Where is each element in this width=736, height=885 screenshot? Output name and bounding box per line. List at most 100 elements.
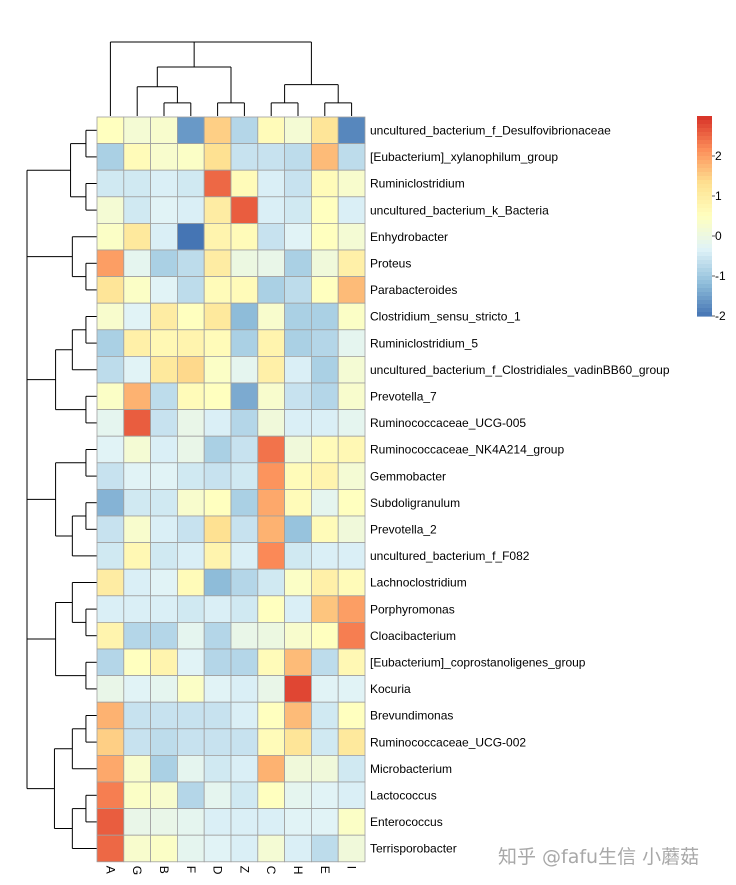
heatmap-cell-Ruminococcaceae_UCG-005-F — [176, 409, 205, 437]
heatmap-cell-Ruminococcaceae_UCG-005-D — [203, 409, 232, 437]
heatmap-cell-Prevotella_7-B — [150, 382, 178, 411]
heatmap-cell-Microbacterium-G — [123, 755, 152, 783]
heatmap-cell-Lactococcus-C — [257, 781, 285, 810]
heatmap-cell-Prevotella_2-E — [310, 515, 339, 544]
heatmap-cell-Subdoligranulum-A — [96, 488, 125, 517]
heatmap-cell-Clostridium_sensu_stricto_1-I — [337, 302, 366, 331]
legend-gradient-segment — [697, 140, 712, 145]
heatmap-cell-Parabacteroides-F — [176, 276, 205, 304]
watermark-text: 知乎 @fafu生信 小蘑菇 — [498, 846, 700, 868]
legend-gradient-segment — [697, 160, 712, 165]
heatmap-cell-Clostridium_sensu_stricto_1-E — [310, 302, 339, 331]
legend-gradient-segment — [697, 220, 712, 225]
row-label: Enhydrobacter — [370, 230, 448, 244]
legend-gradient-segment — [697, 168, 712, 173]
heatmap-cell-Ruminococcaceae_UCG-005-B — [150, 409, 178, 437]
heatmap-cells — [96, 116, 366, 863]
column-label: H — [291, 866, 305, 875]
row-label: Parabacteroides — [370, 283, 457, 297]
heatmap-cell-Prevotella_7-F — [176, 382, 205, 411]
heatmap-cell-Parabacteroides-E — [310, 276, 339, 304]
heatmap-cell-Enhydrobacter-D — [203, 222, 232, 251]
heatmap-cell-Lachnoclostridium-E — [310, 568, 339, 597]
legend-gradient-segment — [697, 208, 712, 213]
legend-gradient-segment — [697, 124, 712, 129]
heatmap-cell-uncultured_bacterium_f_F082-E — [310, 542, 339, 570]
heatmap-cell-Ruminococcaceae_NK4A214_group-E — [310, 435, 339, 464]
heatmap-cell-Gemmobacter-D — [203, 462, 232, 490]
heatmap-cell-[Eubacterium]_coprostanoligenes_group-D — [203, 648, 232, 677]
heatmap-cell-Cloacibacterium-A — [96, 622, 125, 650]
heatmap-cell-Ruminococcaceae_UCG-002-Z — [230, 728, 259, 756]
heatmap-cell-uncultured_bacterium_f_Clostridiales_vadinBB60_group-I — [337, 355, 366, 384]
heatmap-cell-Enterococcus-A — [96, 808, 125, 836]
heatmap-cell-Terrisporobacter-D — [203, 834, 232, 863]
heatmap-cell-Ruminococcaceae_NK4A214_group-D — [203, 435, 232, 464]
heatmap-cell-Terrisporobacter-H — [284, 834, 312, 863]
legend-gradient-segment — [697, 148, 712, 153]
heatmap-cell-uncultured_bacterium_f_Desulfovibrionaceae-H — [284, 116, 312, 145]
row-label: Prevotella_7 — [370, 390, 437, 404]
heatmap-cell-Enterococcus-B — [150, 808, 178, 836]
heatmap-cell-uncultured_bacterium_f_F082-C — [257, 542, 285, 570]
heatmap-cell-Microbacterium-I — [337, 755, 366, 783]
heatmap-cell-Clostridium_sensu_stricto_1-B — [150, 302, 178, 331]
heatmap-cell-Ruminiclostridium-H — [284, 169, 312, 198]
heatmap-cell-Clostridium_sensu_stricto_1-F — [176, 302, 205, 331]
heatmap-cell-Parabacteroides-Z — [230, 276, 259, 304]
legend-gradient-segment — [697, 200, 712, 205]
heatmap-cell-Microbacterium-F — [176, 755, 205, 783]
heatmap-cell-uncultured_bacterium_k_Bacteria-C — [257, 196, 285, 224]
legend-gradient-segment — [697, 152, 712, 157]
heatmap-cell-Terrisporobacter-A — [96, 834, 125, 863]
heatmap-cell-uncultured_bacterium_f_Clostridiales_vadinBB60_group-Z — [230, 355, 259, 384]
legend-gradient-segment — [697, 184, 712, 189]
heatmap-cell-uncultured_bacterium_k_Bacteria-G — [123, 196, 152, 224]
heatmap-cell-Lactococcus-F — [176, 781, 205, 810]
row-label: uncultured_bacterium_f_Clostridiales_vad… — [370, 363, 670, 377]
heatmap-cell-Prevotella_2-F — [176, 515, 205, 544]
heatmap-cell-uncultured_bacterium_k_Bacteria-E — [310, 196, 339, 224]
heatmap-cell-Porphyromonas-I — [337, 595, 366, 623]
legend-gradient-segment — [697, 252, 712, 257]
heatmap-cell-[Eubacterium]_coprostanoligenes_group-E — [310, 648, 339, 677]
legend-gradient-segment — [697, 132, 712, 137]
heatmap-cell-Ruminiclostridium-C — [257, 169, 285, 198]
heatmap-cell-[Eubacterium]_coprostanoligenes_group-A — [96, 648, 125, 677]
heatmap-cell-Lachnoclostridium-F — [176, 568, 205, 597]
heatmap-cell-Ruminiclostridium_5-G — [123, 329, 152, 357]
heatmap-cell-Clostridium_sensu_stricto_1-H — [284, 302, 312, 331]
heatmap-cell-uncultured_bacterium_f_Clostridiales_vadinBB60_group-F — [176, 355, 205, 384]
heatmap-cell-Brevundimonas-E — [310, 701, 339, 730]
heatmap-cell-Ruminiclostridium_5-H — [284, 329, 312, 357]
heatmap-cell-Cloacibacterium-G — [123, 622, 152, 650]
column-label: F — [184, 866, 198, 873]
heatmap-cell-Ruminococcaceae_UCG-005-C — [257, 409, 285, 437]
legend-gradient-segment — [697, 300, 712, 305]
heatmap-cell-[Eubacterium]_xylanophilum_group-B — [150, 143, 178, 171]
heatmap-cell-Microbacterium-A — [96, 755, 125, 783]
heatmap-cell-Kocuria-D — [203, 675, 232, 703]
heatmap-cell-Ruminiclostridium_5-A — [96, 329, 125, 357]
heatmap-cell-uncultured_bacterium_f_F082-H — [284, 542, 312, 570]
legend-gradient-segment — [697, 236, 712, 241]
heatmap-cell-Lactococcus-H — [284, 781, 312, 810]
heatmap-cell-Brevundimonas-B — [150, 701, 178, 730]
heatmap-cell-Subdoligranulum-G — [123, 488, 152, 517]
heatmap-cell-Ruminococcaceae_UCG-005-I — [337, 409, 366, 437]
heatmap-cell-Proteus-C — [257, 249, 285, 278]
heatmap-cell-Lachnoclostridium-I — [337, 568, 366, 597]
heatmap-cell-Proteus-H — [284, 249, 312, 278]
heatmap-cell-Ruminococcaceae_NK4A214_group-B — [150, 435, 178, 464]
heatmap-cell-Ruminiclostridium_5-F — [176, 329, 205, 357]
row-label: Kocuria — [370, 682, 411, 696]
heatmap-cell-uncultured_bacterium_k_Bacteria-I — [337, 196, 366, 224]
heatmap-cell-Lachnoclostridium-A — [96, 568, 125, 597]
legend-gradient-segment — [697, 244, 712, 249]
heatmap-cell-Parabacteroides-I — [337, 276, 366, 304]
legend-tick-label: -1 — [715, 269, 726, 283]
row-label: Prevotella_2 — [370, 523, 437, 537]
legend-gradient-segment — [697, 284, 712, 289]
heatmap-cell-Enterococcus-F — [176, 808, 205, 836]
row-label: Gemmobacter — [370, 469, 446, 483]
